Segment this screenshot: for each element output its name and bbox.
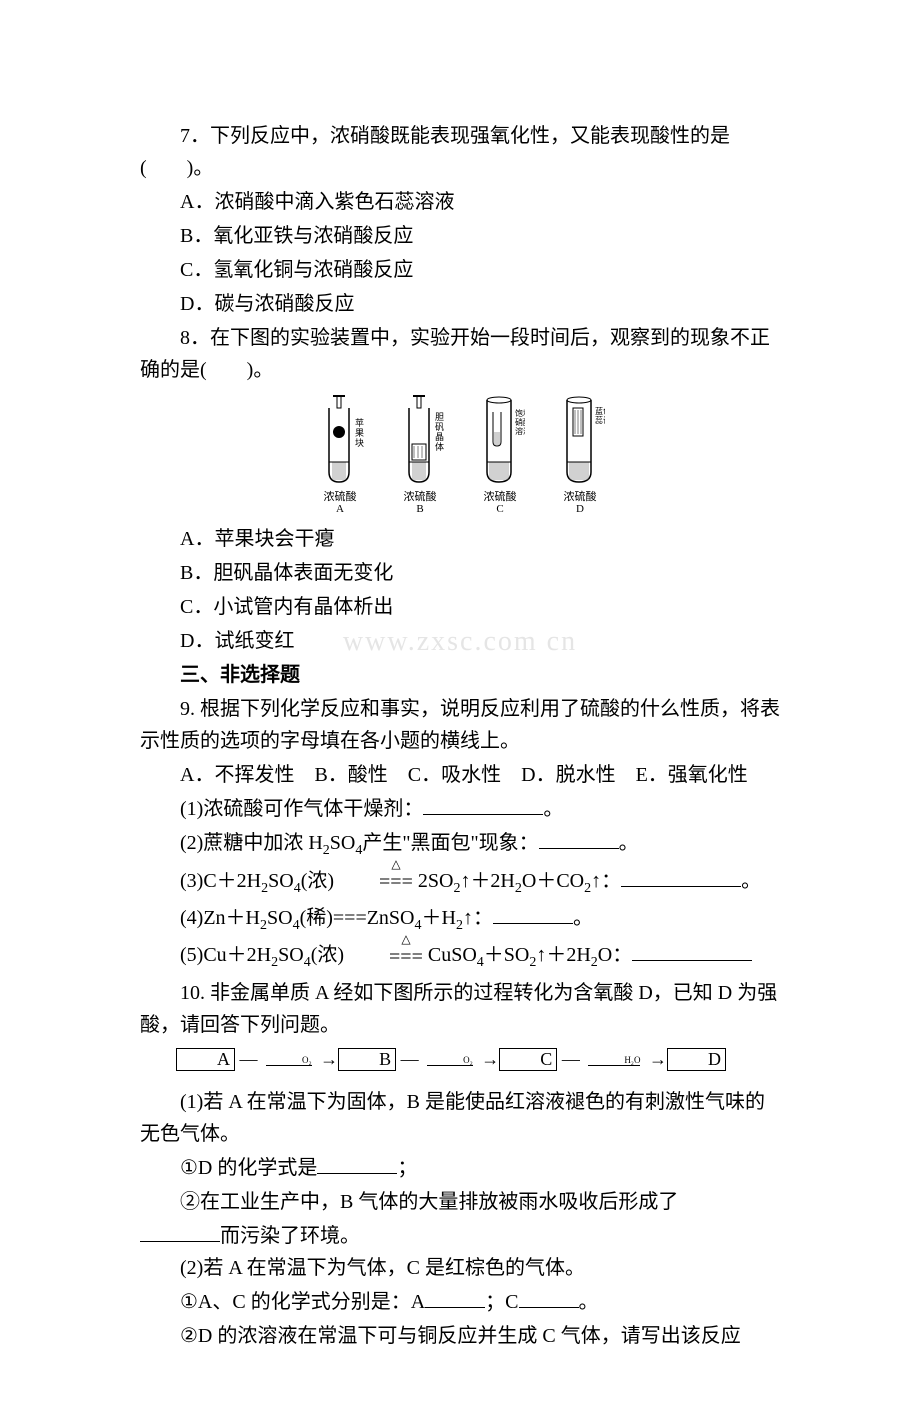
- q10-part1-2-cont: 而污染了环境。: [140, 1220, 780, 1252]
- q7-option-c: C．氢氧化铜与浓硝酸反应: [140, 254, 780, 286]
- q9-item-3: (3)C＋2H2SO4(浓) === 2SO2↑＋2H2O＋CO2↑：。: [140, 865, 780, 900]
- q10-1-2-end: 而污染了环境。: [220, 1225, 360, 1247]
- tube-c-letter: C: [484, 503, 517, 515]
- tube-c: 饱和 硝酸钾 溶液 浓硫酸 C: [475, 394, 525, 515]
- q10-1-1-end: ；: [397, 1157, 417, 1179]
- q9-4-prefix: (4)Zn＋H: [180, 907, 260, 929]
- tube-d-svg: 蓝色石 蕊试纸: [555, 394, 605, 489]
- section-3-heading: 三、非选择题: [140, 659, 780, 691]
- q9-3-end: ↑＋2H: [460, 870, 514, 892]
- q7-option-b: B．氧化亚铁与浓硝酸反应: [140, 220, 780, 252]
- tube-a: 苹 果 块 浓硫酸 A: [315, 394, 365, 515]
- q9-5-prod: CuSO: [423, 944, 477, 966]
- q8-option-a: A．苹果块会干瘪: [140, 523, 780, 555]
- q10-1-2-label: ②在工业生产中，B 气体的大量排放被雨水吸收后形成了: [180, 1191, 678, 1213]
- q9-4-end2: ↑：: [463, 907, 493, 929]
- q9-2-blank: [539, 829, 619, 849]
- q9-5-end2: ↑＋2H: [536, 944, 590, 966]
- q9-3-prefix: (3)C＋2H: [180, 870, 261, 892]
- q10-part1-2: ②在工业生产中，B 气体的大量排放被雨水吸收后形成了: [140, 1186, 780, 1218]
- q7-text: 7．下列反应中，浓硝酸既能表现强氧化性，又能表现酸性的是( )。: [140, 120, 780, 184]
- tube-d: 蓝色石 蕊试纸 浓硫酸 D: [555, 394, 605, 515]
- q10-2-1-blank-a: [425, 1288, 485, 1308]
- svg-text:溶液: 溶液: [515, 426, 525, 436]
- flow-c: C: [499, 1048, 557, 1072]
- q7-option-a: A．浓硝酸中滴入紫色石蕊溶液: [140, 186, 780, 218]
- tube-b-svg: 胆 矾 晶 体: [395, 394, 445, 489]
- q10-part1: (1)若 A 在常温下为固体，B 是能使品红溶液褪色的有刺激性气味的无色气体。: [140, 1086, 780, 1150]
- q9-3-end3: ↑：: [591, 870, 621, 892]
- q9-3-mid: (浓): [301, 870, 334, 892]
- q7-option-d: D．碳与浓硝酸反应: [140, 288, 780, 320]
- q9-text: 9. 根据下列化学反应和事实，说明反应利用了硫酸的什么性质，将表示性质的选项的字…: [140, 693, 780, 757]
- q10-part2-2: ②D 的浓溶液在常温下可与铜反应并生成 C 气体，请写出该反应: [140, 1320, 780, 1352]
- flow-a: A: [176, 1048, 235, 1072]
- tube-d-letter: D: [564, 503, 597, 515]
- q9-4-blank: [493, 904, 573, 924]
- q9-3-prod: 2SO: [413, 870, 454, 892]
- q10-1-2-blank: [140, 1222, 220, 1242]
- svg-text:体: 体: [435, 441, 444, 452]
- q10-flow: A — O₂ →B — O₂ →C — H₂O →D: [140, 1045, 780, 1074]
- q9-5-end3: O：: [598, 944, 632, 966]
- q8-diagram-row: 苹 果 块 浓硫酸 A 胆 矾 晶 体 浓硫酸 B: [140, 394, 780, 515]
- flow-step1: O₂: [266, 1056, 312, 1066]
- tube-b-acid: 浓硫酸: [404, 491, 437, 503]
- q9-5-end: ＋SO: [484, 944, 530, 966]
- svg-text:胆: 胆: [435, 412, 444, 422]
- q10-part2: (2)若 A 在常温下为气体，C 是红棕色的气体。: [140, 1252, 780, 1284]
- svg-text:硝酸钾: 硝酸钾: [515, 417, 525, 427]
- q9-1-label: (1)浓硫酸可作气体干燥剂：: [180, 798, 423, 820]
- tube-a-letter: A: [324, 503, 357, 515]
- tube-d-acid: 浓硫酸: [564, 491, 597, 503]
- q9-item-1: (1)浓硫酸可作气体干燥剂：。: [140, 793, 780, 825]
- svg-text:果: 果: [355, 428, 364, 438]
- q9-3-end2: O＋CO: [522, 870, 584, 892]
- flow-step3: H₂O: [588, 1056, 640, 1066]
- q9-choices: A．不挥发性 B．酸性 C．吸水性 D．脱水性 E．强氧化性: [140, 759, 780, 791]
- q9-4-end: ＋H: [422, 907, 456, 929]
- q9-3-blank: [621, 867, 741, 887]
- svg-text:苹: 苹: [355, 417, 364, 428]
- q9-item-5: (5)Cu＋2H2SO4(浓) === CuSO4＋SO2↑＋2H2O：: [140, 939, 780, 974]
- q9-5-mid: (浓): [311, 944, 344, 966]
- svg-text:蕊试纸: 蕊试纸: [595, 415, 605, 425]
- q9-2-suffix: 产生"黑面包"现象：: [362, 832, 538, 854]
- q10-text: 10. 非金属单质 A 经如下图所示的过程转化为含氧酸 D，已知 D 为强酸，请…: [140, 977, 780, 1041]
- q9-5-blank: [632, 941, 752, 961]
- tube-a-svg: 苹 果 块: [315, 394, 365, 489]
- svg-text:晶: 晶: [435, 432, 444, 442]
- q8-option-b: B．胆矾晶体表面无变化: [140, 557, 780, 589]
- q9-1-blank: [423, 795, 543, 815]
- tube-c-svg: 饱和 硝酸钾 溶液: [475, 394, 525, 489]
- q9-2-prefix: (2)蔗糖中加浓 H: [180, 832, 323, 854]
- q9-5-prefix: (5)Cu＋2H: [180, 944, 271, 966]
- flow-step2: O₂: [427, 1056, 473, 1066]
- q8-text: 8．在下图的实验装置中，实验开始一段时间后，观察到的现象不正确的是( )。: [140, 322, 780, 386]
- svg-text:块: 块: [355, 437, 364, 448]
- q9-item-2: (2)蔗糖中加浓 H2SO4产生"黑面包"现象：。: [140, 827, 780, 862]
- flow-b: B: [338, 1048, 396, 1072]
- flow-d: D: [667, 1048, 726, 1072]
- tube-a-acid: 浓硫酸: [324, 491, 357, 503]
- q9-item-4: (4)Zn＋H2SO4(稀)===ZnSO4＋H2↑：。: [140, 902, 780, 937]
- svg-text:饱和: 饱和: [515, 408, 525, 418]
- q10-1-1-label: ①D 的化学式是: [180, 1157, 317, 1179]
- tube-c-acid: 浓硫酸: [484, 491, 517, 503]
- q10-part1-1: ①D 的化学式是 ；: [140, 1152, 780, 1184]
- q8-option-d: D．试纸变红: [140, 625, 780, 657]
- q9-4-mid: (稀)===ZnSO: [300, 907, 415, 929]
- q10-1-1-blank: [317, 1154, 397, 1174]
- q10-2-1-blank-c: [519, 1288, 579, 1308]
- tube-b: 胆 矾 晶 体 浓硫酸 B: [395, 394, 445, 515]
- q8-option-c: C．小试管内有晶体析出: [140, 591, 780, 623]
- tube-b-letter: B: [404, 503, 437, 515]
- svg-text:矾: 矾: [435, 422, 444, 432]
- svg-text:蓝色石: 蓝色石: [595, 406, 605, 416]
